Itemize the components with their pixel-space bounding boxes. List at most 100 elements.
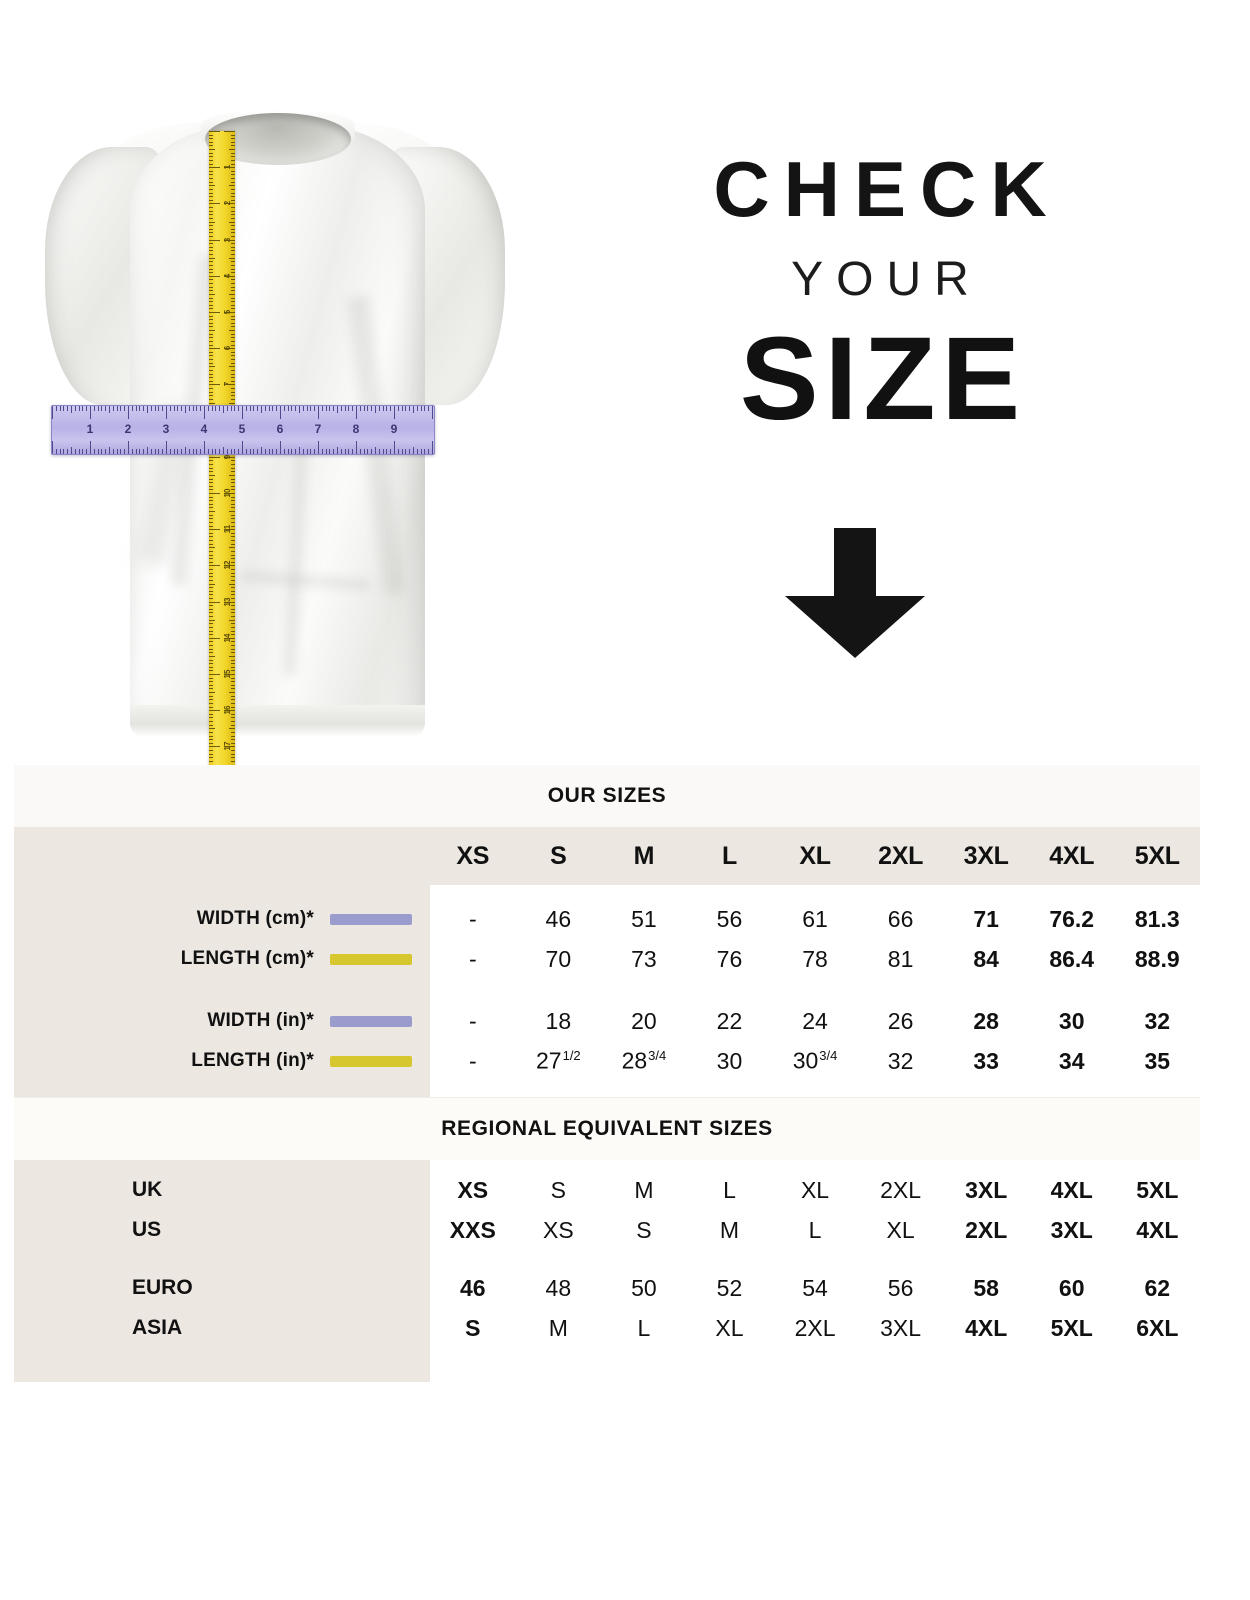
- tape-tick: [209, 677, 213, 679]
- ruler-tick: [413, 406, 414, 413]
- cell-xs: -: [468, 1007, 477, 1034]
- tape-tick: [209, 207, 213, 209]
- tape-tick: [209, 489, 213, 491]
- tape-number: 6: [223, 345, 232, 351]
- row-values: XS S M L XL 2XL 3XL 4XL 5XL: [430, 1170, 1200, 1210]
- cell-5xl: 62: [1144, 1274, 1171, 1301]
- tape-tick: [224, 710, 235, 712]
- ruler-tick: [352, 406, 354, 411]
- tape-tick: [229, 728, 235, 730]
- tape-tick: [231, 514, 235, 516]
- tape-tick: [231, 590, 235, 592]
- ruler-tick: [74, 449, 76, 454]
- tape-tick: [224, 529, 235, 531]
- cell-4xl: 30: [1058, 1007, 1085, 1034]
- tape-tick: [231, 264, 235, 266]
- ruler-tick: [181, 406, 183, 411]
- tape-tick: [209, 666, 213, 668]
- ruler-tick: [204, 406, 205, 419]
- size-header-xs: XS: [456, 841, 490, 870]
- tape-tick: [209, 467, 213, 469]
- tape-tick: [209, 529, 220, 531]
- tape-tick: [209, 518, 213, 520]
- ruler-tick: [226, 406, 228, 411]
- ruler-tick: [78, 406, 80, 411]
- tape-tick: [209, 464, 213, 466]
- tape-tick: [231, 290, 235, 292]
- row-label-width-cm: WIDTH (cm)*: [14, 899, 430, 939]
- tape-tick: [209, 760, 213, 762]
- ruler-tick: [86, 406, 88, 411]
- cell-2xl: 2XL: [880, 1176, 922, 1203]
- tape-tick: [209, 710, 220, 712]
- tape-number: 10: [223, 488, 232, 498]
- tape-tick: [209, 152, 213, 154]
- tape-tick: [231, 225, 235, 227]
- tape-tick: [231, 677, 235, 679]
- ruler-tick: [268, 406, 270, 411]
- ruler-tick: [283, 406, 285, 411]
- tape-tick: [231, 283, 235, 285]
- ruler-tick: [283, 449, 285, 454]
- tape-tick: [209, 663, 213, 665]
- tape-tick: [231, 623, 235, 625]
- tape-tick: [209, 199, 213, 201]
- tape-tick: [209, 159, 213, 161]
- ruler-tick: [154, 449, 156, 454]
- ruler-number: 2: [124, 422, 132, 436]
- tape-tick: [209, 134, 213, 136]
- ruler-tick: [340, 406, 342, 411]
- tape-tick: [231, 351, 235, 353]
- cell-xs: S: [465, 1314, 481, 1341]
- ruler-tick: [264, 406, 266, 411]
- ruler-tick: [325, 449, 327, 454]
- tape-tick: [231, 496, 235, 498]
- tape-tick: [224, 312, 235, 313]
- tape-tick: [231, 503, 235, 505]
- spacer-label: [14, 1250, 430, 1268]
- tape-tick: [229, 185, 235, 187]
- tape-tick: [224, 203, 235, 205]
- tape-tick: [209, 525, 213, 527]
- ruler-tick: [226, 449, 228, 454]
- table-row: UK XS S M L XL 2XL 3XL 4XL 5XL: [14, 1170, 1200, 1210]
- tape-tick: [231, 695, 235, 697]
- tape-tick: [209, 250, 213, 252]
- tape-number: 7: [223, 382, 232, 387]
- ruler-tick: [253, 449, 255, 454]
- ruler-tick: [207, 406, 209, 411]
- ruler-tick: [386, 406, 388, 411]
- tape-tick: [209, 268, 213, 270]
- ruler-tick: [188, 406, 190, 411]
- tape-tick: [229, 655, 235, 657]
- tape-tick: [209, 597, 213, 599]
- tape-tick: [209, 739, 213, 741]
- tape-tick: [224, 239, 235, 241]
- spacer-label: [14, 1160, 430, 1170]
- ruler-tick: [116, 406, 118, 411]
- tape-tick: [209, 583, 215, 585]
- cell-l: XL: [715, 1314, 744, 1341]
- ruler-tick: [432, 406, 433, 419]
- tape-tick: [231, 467, 235, 469]
- ruler-tick: [135, 406, 137, 411]
- cell-m: 73: [631, 945, 657, 972]
- cell-5xl: 5XL: [1136, 1176, 1179, 1203]
- cell-m: 283/4: [621, 1047, 667, 1074]
- ruler-tick: [397, 406, 399, 411]
- spacer-cell: [430, 979, 1200, 1001]
- ruler-tick: [124, 406, 126, 411]
- tape-tick: [209, 750, 213, 752]
- ruler-tick: [276, 406, 278, 411]
- ruler-tick: [166, 441, 167, 454]
- ruler-tick: [158, 406, 160, 411]
- tape-tick: [231, 670, 235, 672]
- ruler-tick: [230, 406, 232, 411]
- tape-tick: [231, 380, 235, 382]
- tape-tick: [209, 312, 220, 313]
- cell-s: 271/2: [536, 1047, 581, 1074]
- ruler-tick: [356, 406, 357, 419]
- tape-tick: [209, 246, 213, 248]
